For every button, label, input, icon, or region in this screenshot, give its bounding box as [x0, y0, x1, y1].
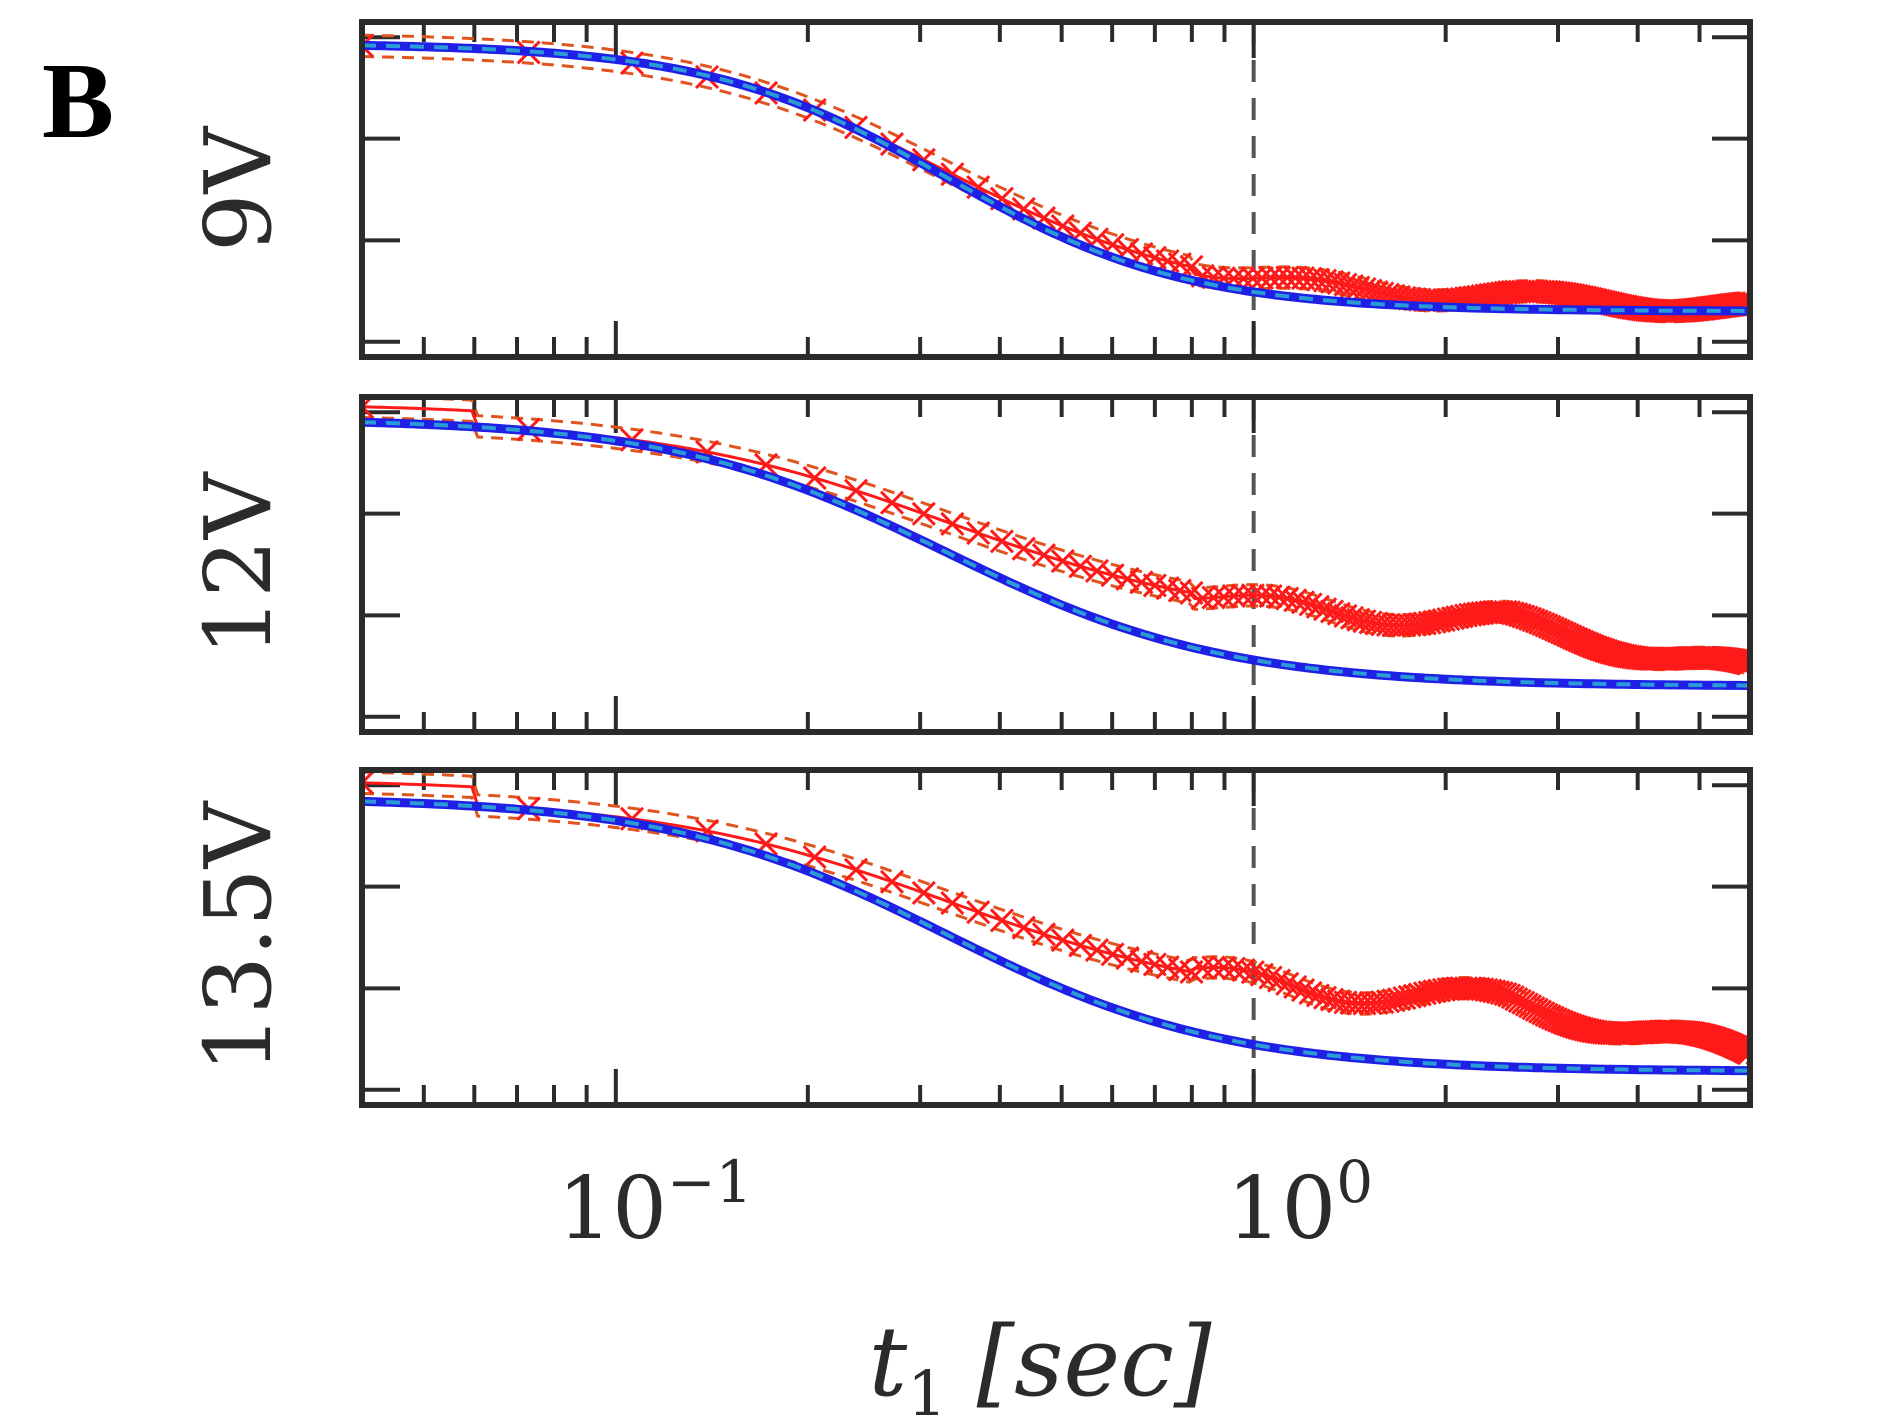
measured-line [362, 44, 1750, 313]
data-point-marker [1231, 958, 1256, 983]
y-axis-label: 13.5V [185, 800, 292, 1073]
data-point-marker [1326, 601, 1351, 626]
data-point-marker [989, 529, 1014, 554]
data-point-marker [1115, 566, 1140, 592]
data-point-marker [1402, 983, 1427, 1008]
data-point-marker [1290, 590, 1316, 615]
data-point-marker [1011, 536, 1036, 561]
panel-1: 9V [185, 19, 1753, 360]
data-point-marker [1319, 599, 1345, 624]
data-point-marker [966, 900, 991, 925]
x-tick-label-2: 100 [1227, 1148, 1373, 1259]
data-point-marker [1031, 922, 1056, 947]
y-axis-label: 9V [185, 125, 292, 252]
data-point-marker [1298, 980, 1323, 1005]
data-point-marker [1412, 611, 1437, 636]
data-point-marker [940, 890, 965, 916]
data-point-marker [1290, 977, 1316, 1003]
fit-dashed-line [362, 43, 1750, 313]
data-point-marker [1305, 983, 1330, 1008]
data-point-marker [362, 33, 375, 58]
fit-dashed-line [362, 420, 1750, 688]
x-axis-label: t1 [sec] [869, 1306, 1212, 1417]
data-point-marker [1190, 586, 1215, 611]
data-point-marker [1275, 586, 1300, 611]
data-point-marker [1305, 594, 1330, 619]
data-layer [362, 397, 1750, 690]
data-point-marker [1240, 960, 1265, 985]
data-point-marker [1115, 945, 1140, 971]
panel-letter: B [42, 42, 115, 161]
axes-frame [359, 19, 1753, 360]
data-point-marker [1283, 588, 1308, 613]
data-point-marker [1407, 612, 1432, 637]
data-point-marker [1068, 933, 1093, 958]
data-point-marker [1190, 955, 1215, 980]
data-point-marker [843, 478, 869, 503]
data-point-marker [1221, 583, 1246, 609]
data-point-marker [1249, 962, 1274, 987]
data-point-marker [1011, 915, 1036, 940]
band-upper-line [362, 397, 1750, 655]
data-point-marker [843, 857, 869, 882]
data-point-marker [1283, 974, 1308, 1000]
data-point-marker [1084, 558, 1110, 584]
data-layer [362, 770, 1750, 1076]
data-layer [362, 33, 1750, 324]
panels-group: 9V 12V 13.5V [185, 19, 1753, 1108]
panel-3: 13.5V [185, 767, 1753, 1108]
data-point-marker [362, 770, 375, 795]
data-point-marker [879, 490, 905, 515]
data-point-marker [1100, 942, 1125, 967]
data-point-marker [1266, 968, 1292, 993]
data-point-marker [1211, 584, 1236, 609]
fit-dashed-line [362, 799, 1750, 1073]
data-point-marker [1240, 583, 1265, 608]
data-point-marker [1298, 592, 1323, 617]
data-point-marker [1031, 543, 1056, 568]
data-point-marker [1275, 971, 1300, 996]
data-point-marker [966, 521, 991, 546]
data-point-marker [879, 869, 905, 894]
data-point-marker [1407, 982, 1432, 1007]
data-point-marker [1100, 563, 1125, 588]
data-point-marker [1312, 985, 1338, 1010]
data-point-marker [940, 511, 965, 536]
data-point-marker [1050, 549, 1075, 574]
data-point-marker [1240, 266, 1265, 291]
data-point-marker [1346, 991, 1371, 1016]
y-axis-label: 12V [185, 471, 292, 656]
axes-frame [359, 394, 1753, 735]
data-point-marker [1201, 955, 1226, 980]
data-point-marker [1211, 955, 1236, 980]
fit-line [362, 40, 1750, 316]
band-upper-line [362, 33, 1750, 303]
data-point-marker [802, 845, 827, 870]
data-point-marker [1231, 583, 1256, 608]
data-point-marker [1417, 610, 1442, 635]
data-point-marker [1050, 928, 1075, 953]
data-point-marker [1258, 965, 1283, 990]
data-point-marker [911, 880, 936, 905]
x-tick-label-1: 10−1 [558, 1148, 753, 1259]
fit-line [362, 796, 1750, 1076]
axes-frame [359, 767, 1753, 1108]
data-point-marker [1201, 585, 1226, 610]
panel-2: 12V [185, 394, 1753, 735]
data-point-marker [1312, 597, 1338, 622]
data-point-marker [1084, 938, 1110, 963]
data-point-marker [1412, 981, 1437, 1006]
data-point-marker [1068, 554, 1093, 579]
data-point-marker [911, 501, 936, 526]
data-point-marker [1221, 956, 1246, 981]
x-axis-group: 10−1 100 t1 [sec] [558, 1148, 1374, 1417]
data-point-marker [989, 908, 1014, 933]
